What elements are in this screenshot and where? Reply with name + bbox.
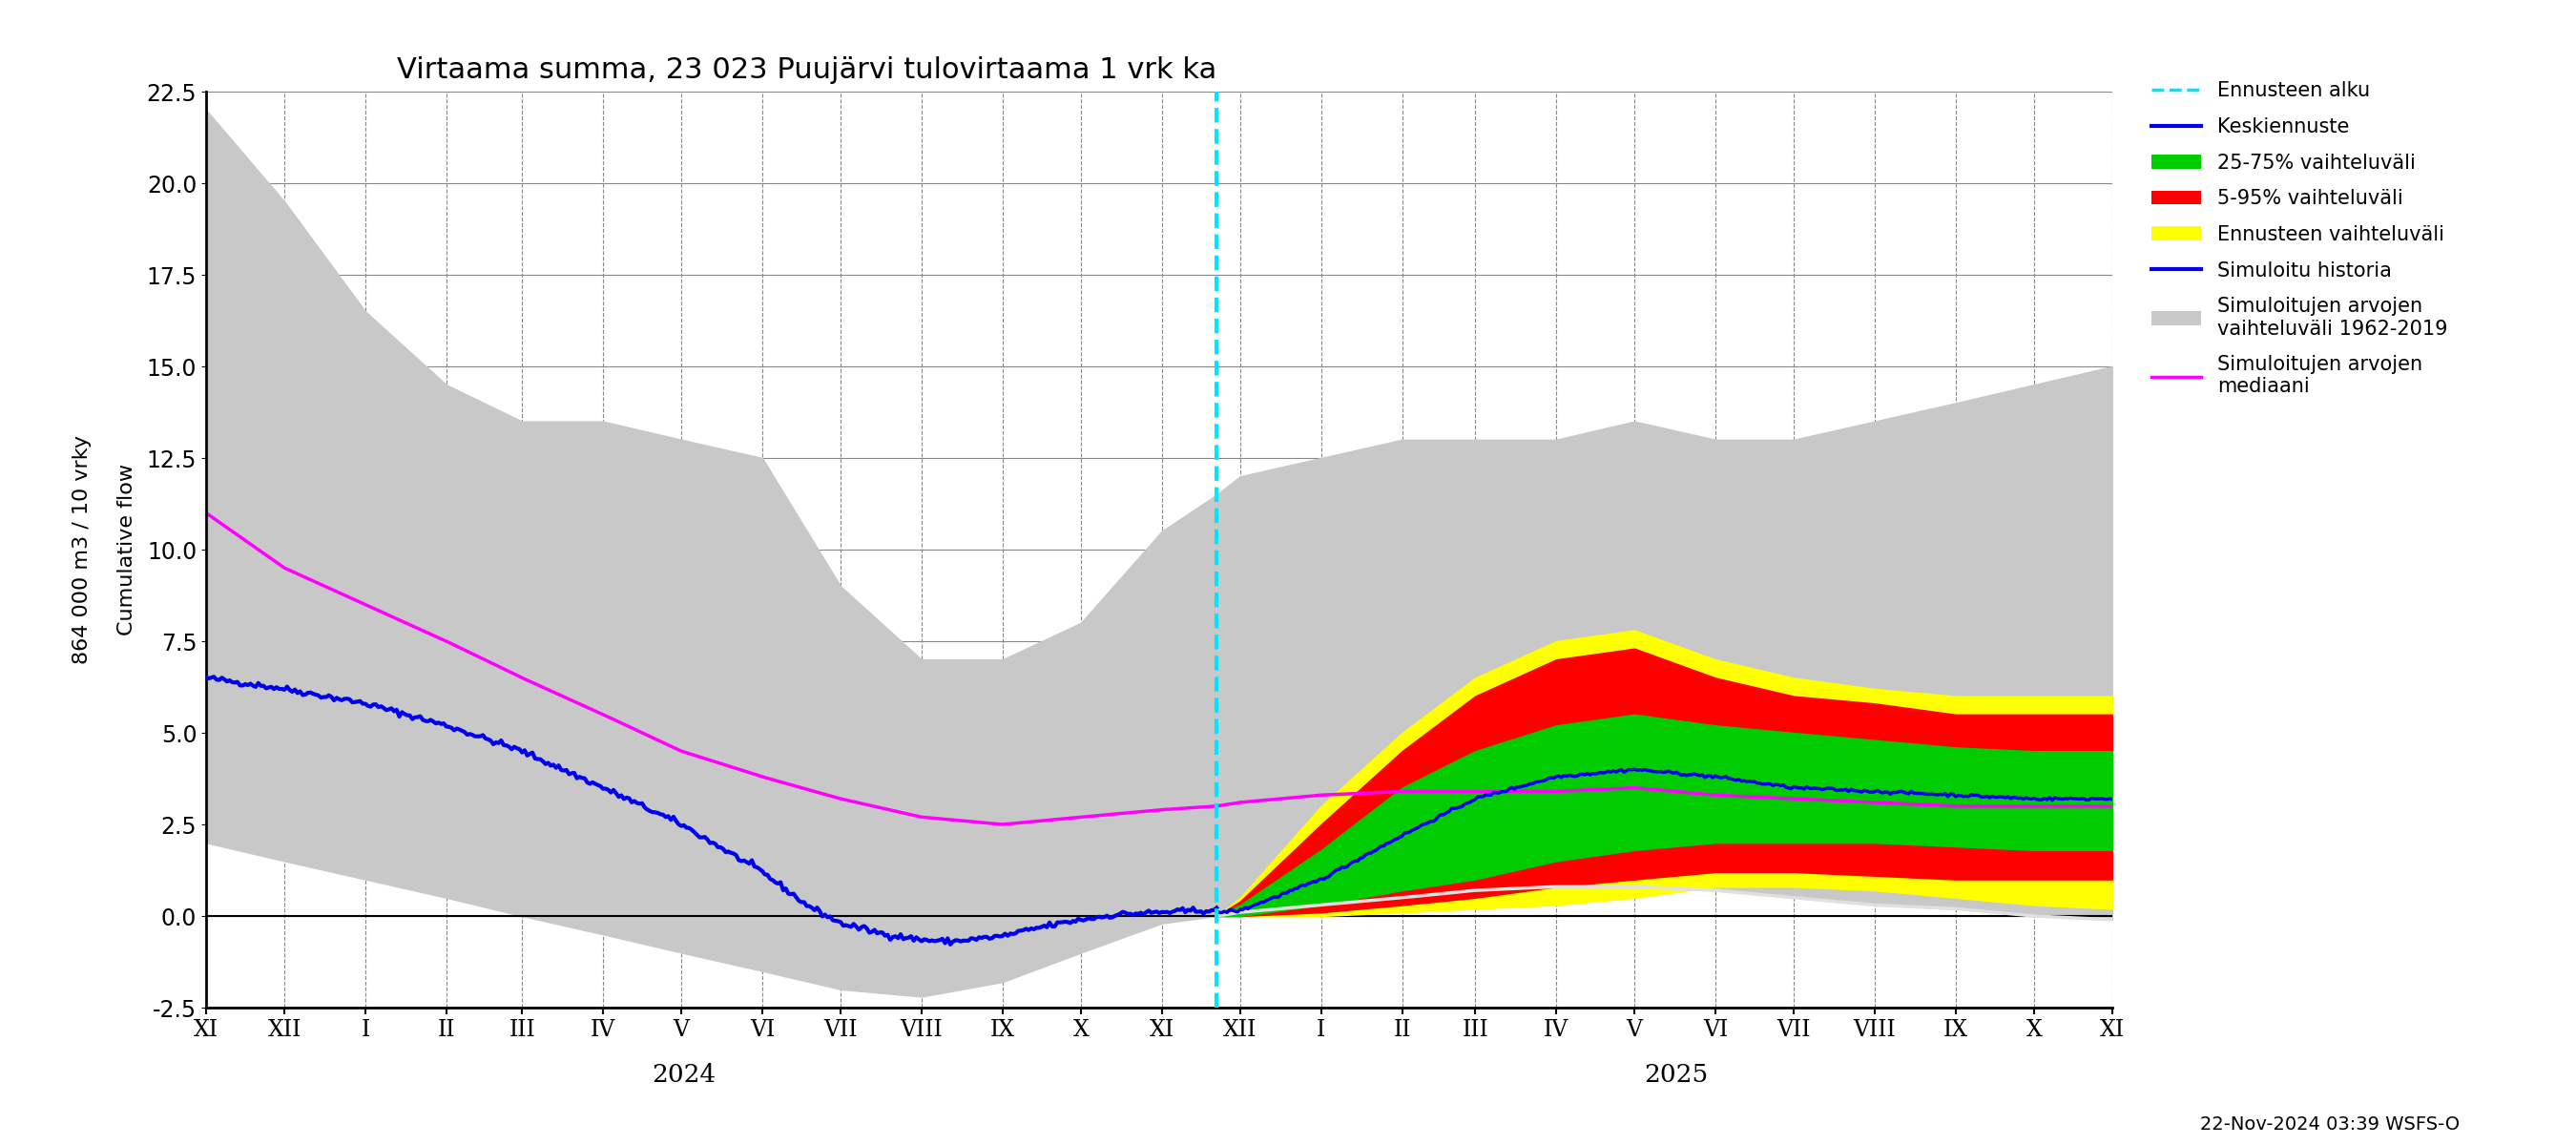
Text: 2024: 2024 bbox=[652, 1063, 716, 1087]
Text: 2025: 2025 bbox=[1643, 1063, 1708, 1087]
Y-axis label: 864 000 m3 / 10 vrky

Cumulative flow: 864 000 m3 / 10 vrky Cumulative flow bbox=[72, 435, 137, 664]
Text: 22-Nov-2024 03:39 WSFS-O: 22-Nov-2024 03:39 WSFS-O bbox=[2200, 1115, 2460, 1134]
Text: Virtaama summa, 23 023 Puujärvi tulovirtaama 1 vrk ka: Virtaama summa, 23 023 Puujärvi tulovirt… bbox=[397, 56, 1216, 84]
Legend: Ennusteen alku, Keskiennuste, 25-75% vaihteluväli, 5-95% vaihteluväli, Ennusteen: Ennusteen alku, Keskiennuste, 25-75% vai… bbox=[2143, 73, 2455, 404]
